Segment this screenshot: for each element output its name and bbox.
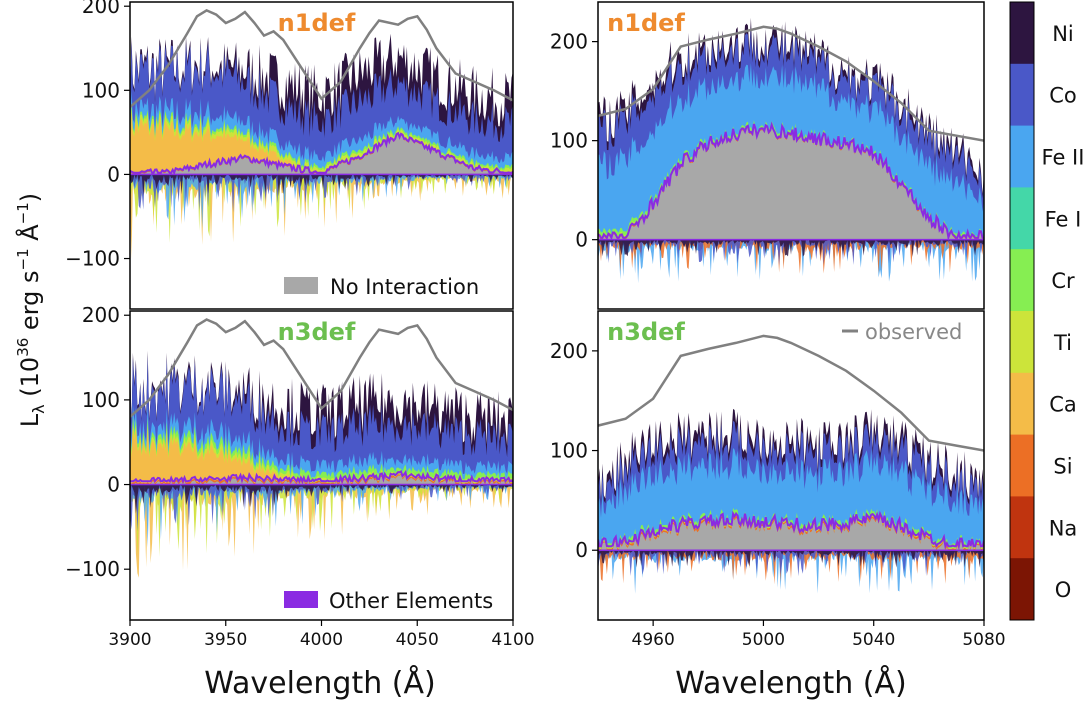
ytick-label-bottom-left-200: 200 xyxy=(82,303,120,327)
frame-top-right xyxy=(597,1,985,310)
ytick-label-bottom-left-0: 0 xyxy=(107,473,120,497)
xtick-label-bottom-left-4100: 4100 xyxy=(491,630,534,650)
ytick-label-bottom-left-100: 100 xyxy=(82,388,120,412)
absorption-layer-top-left-4 xyxy=(130,174,513,197)
colorbar-segment-ni xyxy=(1010,2,1034,65)
no-interaction-label: No Interaction xyxy=(330,275,479,299)
other-elements-line-top-right xyxy=(598,121,984,242)
panel-title-bottom-left: n3def xyxy=(278,318,356,346)
colorbar-label-co: Co xyxy=(1049,84,1077,108)
colorbar-label-na: Na xyxy=(1049,516,1078,540)
ytick-label-top-left-0: 0 xyxy=(107,162,120,186)
observed-line-bottom-left xyxy=(130,318,513,418)
frame-top-left xyxy=(129,1,514,310)
other-elements-swatch xyxy=(284,591,318,608)
xtick-label-bottom-right-5000: 5000 xyxy=(742,630,785,650)
ytick-label-bottom-left--100: −100 xyxy=(65,557,120,581)
ytick-label-bottom-right-0: 0 xyxy=(575,538,588,562)
panel-title-bottom-right: n3def xyxy=(607,318,685,346)
no-interaction-area-top-left xyxy=(130,134,513,175)
panel-top-left xyxy=(130,8,513,259)
panel-bottom-left xyxy=(130,318,513,578)
ytick-label-top-right-100: 100 xyxy=(550,129,588,153)
no-interaction-area-bottom-left xyxy=(130,474,513,485)
xtick-label-bottom-left-3950: 3950 xyxy=(204,630,247,650)
colorbar-label-cr: Cr xyxy=(1051,269,1075,293)
absorption-layer-bottom-right-1 xyxy=(598,550,984,585)
other-elements-label: Other Elements xyxy=(329,589,493,613)
colorbar-label-si: Si xyxy=(1053,455,1072,479)
observed-line-top-right xyxy=(598,25,984,142)
absorption-layer-top-right-2 xyxy=(598,239,984,266)
colorbar-label-ni: Ni xyxy=(1052,22,1074,46)
panel-top-right xyxy=(598,17,984,284)
emission-layer-bottom-left-1 xyxy=(130,427,513,485)
ytick-label-top-left-100: 100 xyxy=(82,78,120,102)
colorbar-segment-si xyxy=(1010,434,1034,497)
absorption-layer-bottom-right-0 xyxy=(598,550,984,594)
y-axis-label: Lλ (1036 erg s−1 Å−1) xyxy=(14,193,48,427)
colorbar-segment-ti xyxy=(1010,311,1034,374)
absorption-layer-top-right-3 xyxy=(598,239,984,257)
colorbar-segment-ca xyxy=(1010,372,1034,436)
x-axis-label-left: Wavelength (Å) xyxy=(204,665,435,701)
colorbar-segment-cr xyxy=(1010,249,1034,312)
ytick-label-top-left-200: 200 xyxy=(82,0,120,18)
ytick-label-top-right-200: 200 xyxy=(550,30,588,54)
observed-line-bottom-right xyxy=(598,334,984,452)
xtick-label-bottom-left-4050: 4050 xyxy=(396,630,439,650)
observed-legend-label: observed xyxy=(865,320,962,344)
colorbar-label-o: O xyxy=(1055,578,1072,602)
observed-line-top-left xyxy=(130,8,513,109)
absorption-layer-bottom-right-2 xyxy=(598,550,984,577)
xtick-label-bottom-right-5080: 5080 xyxy=(962,630,1005,650)
other-elements-line-top-left xyxy=(130,131,513,176)
colorbar-label-fe-ii: Fe II xyxy=(1042,146,1085,170)
no-interaction-swatch xyxy=(284,277,318,294)
ytick-label-bottom-right-100: 100 xyxy=(550,439,588,463)
colorbar-label-ca: Ca xyxy=(1049,393,1077,417)
colorbar: Ni Co Fe II Fe I Cr Ti Ca Si Na O xyxy=(1009,1,1085,621)
frame-bottom-right xyxy=(597,310,985,621)
absorption-layer-bottom-left-4 xyxy=(130,484,513,514)
xtick-label-bottom-left-4000: 4000 xyxy=(300,630,343,650)
ytick-label-top-right-0: 0 xyxy=(575,228,588,252)
colorbar-segment-o xyxy=(1010,558,1034,621)
other-elements-line-bottom-right xyxy=(598,510,984,551)
no-interaction-area-bottom-right xyxy=(598,517,984,551)
panel-title-top-right: n1def xyxy=(607,9,685,37)
absorption-layer-top-left-3 xyxy=(130,174,513,213)
colorbar-segment-fe-ii xyxy=(1010,125,1034,188)
xtick-label-bottom-right-4960: 4960 xyxy=(632,630,675,650)
xtick-label-bottom-left-3900: 3900 xyxy=(108,630,151,650)
colorbar-segment-na xyxy=(1010,496,1034,559)
x-axis-label-right: Wavelength (Å) xyxy=(675,665,906,701)
panel-bottom-right xyxy=(598,334,984,594)
panels-layer: 200 100 0 −100 n1def 200 100 0 −100 3900 3950 4000 4… xyxy=(65,0,1006,650)
ytick-label-top-left--100: −100 xyxy=(65,247,120,271)
ytick-label-bottom-right-200: 200 xyxy=(550,339,588,363)
other-elements-line-bottom-left xyxy=(130,469,513,485)
colorbar-frame xyxy=(1009,1,1035,621)
absorption-layer-bottom-right-3 xyxy=(598,550,984,568)
colorbar-label-fe-i: Fe I xyxy=(1045,207,1082,231)
xtick-label-bottom-right-5040: 5040 xyxy=(852,630,895,650)
panel-title-top-left: n1def xyxy=(278,9,356,37)
colorbar-label-ti: Ti xyxy=(1053,331,1072,355)
colorbar-segment-fe-i xyxy=(1010,187,1034,250)
colorbar-segment-co xyxy=(1010,63,1034,127)
